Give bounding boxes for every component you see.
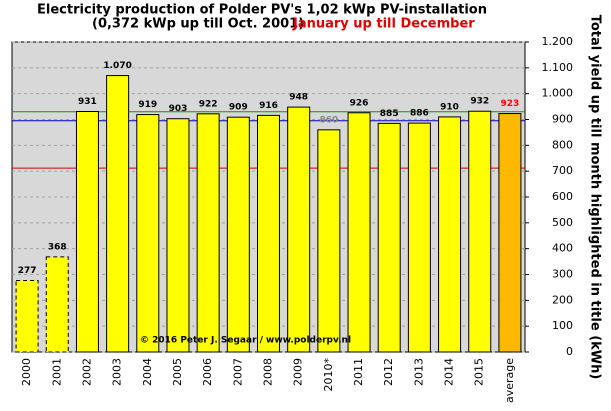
chart-title: Electricity production of Polder PV's 1,… xyxy=(37,3,487,18)
value-label: 926 xyxy=(350,98,369,108)
value-label: 368 xyxy=(48,242,67,252)
value-label: 903 xyxy=(169,104,188,114)
bar xyxy=(106,75,130,353)
x-tick-label: 2004 xyxy=(141,358,154,386)
bar xyxy=(257,114,280,353)
bar xyxy=(45,256,69,353)
bar xyxy=(136,114,160,353)
bar xyxy=(75,110,99,353)
bar xyxy=(15,279,39,353)
x-tick-label: 2009 xyxy=(292,358,305,386)
x-tick-label: 2010* xyxy=(322,358,335,392)
value-label: 886 xyxy=(410,109,429,119)
x-tick-label: 2000 xyxy=(20,358,33,386)
bar xyxy=(196,113,220,353)
y-tick-label: 800 xyxy=(552,138,573,151)
x-tick-label: average xyxy=(503,358,516,403)
x-tick-label: 2007 xyxy=(231,358,244,386)
x-tick-label: 2001 xyxy=(50,358,63,386)
x-tick-label: 2005 xyxy=(171,358,184,386)
chart-subtitle-highlight: January up till December xyxy=(292,17,475,32)
annotation: © 2016 Peter J. Segaar / www.polderpv.nl xyxy=(140,336,351,346)
value-label: 885 xyxy=(380,109,399,119)
x-tick-label: 2003 xyxy=(111,358,124,386)
y-tick-label: 600 xyxy=(552,190,573,203)
x-tick-label: 2006 xyxy=(201,358,214,386)
x-tick-label: 2002 xyxy=(80,358,93,386)
y-tick-label: 700 xyxy=(552,164,573,177)
bar xyxy=(377,122,401,353)
bar xyxy=(317,129,341,353)
value-label: 932 xyxy=(470,97,489,107)
value-label: 916 xyxy=(259,101,278,111)
y-tick-label: 1.000 xyxy=(542,87,574,100)
value-label: 909 xyxy=(229,103,248,113)
bar xyxy=(226,116,250,353)
chart-subtitle: (0,372 kWp up till Oct. 2001) xyxy=(92,17,304,32)
bar xyxy=(347,112,371,353)
y-tick-label: 0 xyxy=(566,345,573,358)
y-tick-label: 200 xyxy=(552,293,573,306)
x-tick-label: 2008 xyxy=(262,358,275,386)
value-label: 1.070 xyxy=(103,61,131,71)
bar xyxy=(498,113,522,353)
value-label: 910 xyxy=(440,102,459,112)
bar xyxy=(287,106,311,353)
value-label: 277 xyxy=(18,266,37,276)
value-label: 923 xyxy=(501,99,520,109)
x-tick-label: 2012 xyxy=(382,358,395,386)
x-tick-label: 2011 xyxy=(352,358,365,386)
value-label: 919 xyxy=(138,100,157,110)
y-axis-label: Total yield up till month highlighted in… xyxy=(588,15,603,380)
y-tick-label: 1.200 xyxy=(542,35,574,48)
bar xyxy=(438,116,462,353)
value-label: 948 xyxy=(289,93,308,103)
y-tick-label: 100 xyxy=(552,319,573,332)
bar xyxy=(407,122,431,353)
bar xyxy=(468,110,492,353)
y-tick-label: 1.100 xyxy=(542,61,574,74)
x-tick-label: 2015 xyxy=(473,358,486,386)
value-label: 922 xyxy=(199,99,218,109)
x-tick-label: 2013 xyxy=(412,358,425,386)
y-tick-label: 300 xyxy=(552,268,573,281)
y-tick-label: 400 xyxy=(552,242,573,255)
y-tick-label: 500 xyxy=(552,216,573,229)
x-tick-label: 2014 xyxy=(443,358,456,386)
y-tick-label: 900 xyxy=(552,113,573,126)
bar xyxy=(166,118,190,353)
value-label: 860 xyxy=(319,115,338,125)
value-label: 931 xyxy=(78,97,97,107)
